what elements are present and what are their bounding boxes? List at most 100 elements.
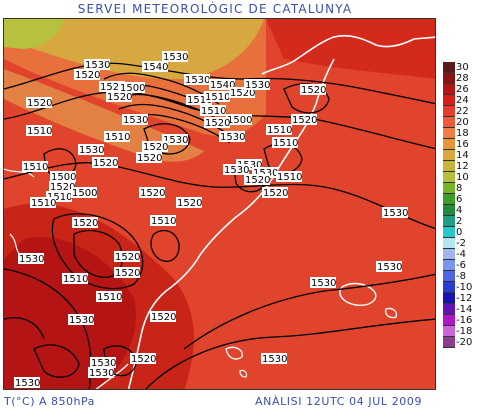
svg-text:1530: 1530	[19, 254, 44, 265]
contour-label: 1510	[26, 125, 52, 137]
svg-text:1520: 1520	[75, 70, 100, 81]
contour-label: 1530	[90, 357, 116, 369]
legend-label: -6	[456, 260, 466, 271]
svg-text:1530: 1530	[311, 278, 336, 289]
svg-text:1510: 1510	[273, 138, 298, 149]
svg-text:1510: 1510	[27, 126, 52, 137]
contour-label: 1530	[78, 144, 104, 156]
temperature-map: 1530 1530 1520 1540 1520 1500 1530 1540 …	[3, 18, 436, 390]
svg-text:1530: 1530	[383, 208, 408, 219]
svg-text:1500: 1500	[120, 83, 145, 94]
svg-text:1520: 1520	[177, 198, 202, 209]
contour-label: 1530	[162, 134, 188, 146]
contour-label: 1520	[130, 353, 156, 365]
svg-text:1500: 1500	[72, 188, 97, 199]
svg-text:1510: 1510	[277, 172, 302, 183]
legend-label: -18	[456, 326, 473, 337]
contour-label: 1530	[376, 261, 402, 273]
legend-label: 28	[456, 73, 469, 84]
legend-swatch	[443, 304, 455, 315]
contour-label: 1500	[50, 171, 76, 183]
contour-label: 1510	[200, 105, 226, 117]
legend-swatch	[443, 139, 455, 150]
contour-label: 1530	[88, 367, 114, 379]
svg-text:1520: 1520	[93, 158, 118, 169]
svg-text:1500: 1500	[227, 115, 252, 126]
contour-label: 1510	[104, 131, 130, 143]
contour-label: 1520	[176, 197, 202, 209]
legend-swatch	[443, 293, 455, 304]
contour-label: 1530	[184, 74, 210, 86]
legend-swatch	[443, 326, 455, 337]
legend-swatch	[443, 315, 455, 326]
svg-text:1510: 1510	[187, 95, 212, 106]
contour-label: 1520	[142, 141, 168, 153]
svg-text:1520: 1520	[263, 188, 288, 199]
legend-swatch	[443, 194, 455, 205]
contour-label: 1530	[68, 314, 94, 326]
legend-label: 22	[456, 106, 469, 117]
legend-swatch	[443, 337, 455, 348]
legend-swatch	[443, 271, 455, 282]
legend-label: 16	[456, 139, 469, 150]
svg-text:1530: 1530	[123, 115, 148, 126]
contour-label: 1530	[162, 51, 188, 63]
svg-text:1520: 1520	[50, 182, 75, 193]
svg-text:1520: 1520	[245, 175, 270, 186]
legend-swatch	[443, 73, 455, 84]
contour-label: 1510	[186, 94, 212, 106]
legend-label: 10	[456, 172, 469, 183]
contour-label: 1510	[204, 91, 230, 103]
contour-label: 1510	[96, 291, 122, 303]
legend-label: -2	[456, 238, 466, 249]
svg-text:1520: 1520	[143, 142, 168, 153]
contour-label: 1510	[150, 215, 176, 227]
svg-text:1530: 1530	[89, 368, 114, 379]
contour-label: 1500	[119, 82, 145, 94]
legend-label: -8	[456, 271, 466, 282]
contour-label: 1510	[272, 137, 298, 149]
svg-text:1540: 1540	[143, 62, 168, 73]
contour-label: 1540	[209, 79, 235, 91]
hot-region-southwest	[4, 237, 136, 389]
island-menorca	[384, 307, 398, 319]
contour-label: 1520	[106, 91, 132, 103]
contour-label: 1530	[14, 377, 40, 389]
contour-label: 1520	[139, 187, 165, 199]
svg-text:1520: 1520	[230, 88, 255, 99]
contour-label: 1520	[136, 152, 162, 164]
contour-label: 1530	[122, 114, 148, 126]
legend-label: 24	[456, 95, 469, 106]
map-canvas: 1530 1530 1520 1540 1520 1500 1530 1540 …	[4, 19, 435, 389]
legend-swatch	[443, 227, 455, 238]
island-mallorca	[339, 282, 377, 306]
legend-label: 12	[456, 161, 469, 172]
legend-label: 6	[456, 194, 463, 205]
contour-label: 1520	[26, 97, 52, 109]
cool-tongue	[4, 69, 204, 162]
variable-label: T(°C) A 850hPa	[4, 395, 95, 408]
contour-label: 1530	[382, 207, 408, 219]
contour-label: 1530	[219, 131, 245, 143]
svg-text:1530: 1530	[15, 378, 40, 389]
svg-text:1520: 1520	[100, 82, 125, 93]
svg-text:1520: 1520	[205, 118, 230, 129]
contour-label: 1530	[310, 277, 336, 289]
legend-label: 18	[456, 128, 469, 139]
contour-label: 1520	[291, 114, 317, 126]
contour-label: 1510	[62, 273, 88, 285]
contour-label: 1520	[92, 157, 118, 169]
svg-text:1530: 1530	[69, 315, 94, 326]
contour-label: 1520	[244, 174, 270, 186]
contour-label: 1510	[266, 124, 292, 136]
legend-swatch	[443, 106, 455, 117]
contour-label-group: 1530 1530 1520 1540 1520 1500 1530 1540 …	[14, 51, 408, 389]
contour-label: 1520	[99, 81, 125, 93]
svg-text:1510: 1510	[23, 162, 48, 173]
contour-label: 1520	[74, 69, 100, 81]
svg-text:1520: 1520	[301, 85, 326, 96]
svg-text:1510: 1510	[97, 292, 122, 303]
legend-label: -20	[456, 337, 473, 348]
analysis-timestamp: ANÀLISI 12UTC 04 JUL 2009	[255, 395, 423, 408]
svg-text:1530: 1530	[237, 160, 262, 171]
